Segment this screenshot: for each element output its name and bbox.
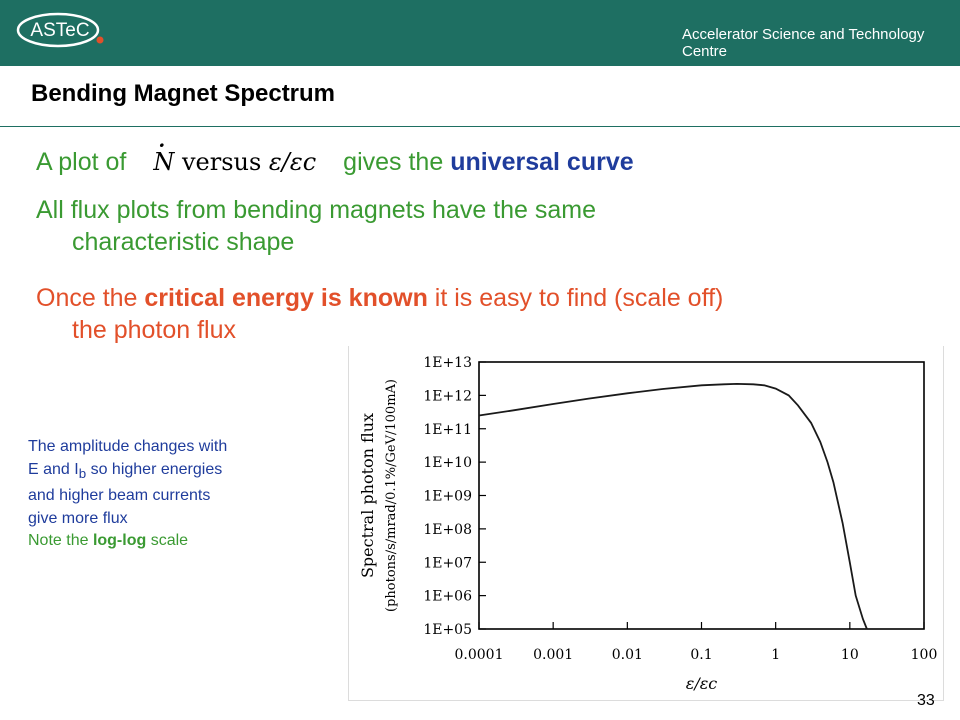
bullet3-emphasis: critical energy is known [144,284,428,312]
page-number: 33 [917,692,935,709]
slide-title: Bending Magnet Spectrum [31,80,336,107]
title-divider [0,126,960,127]
logo-dot [96,36,104,44]
flux-chart: 1E+05 1E+06 1E+07 1E+08 1E+09 1E+10 1E+11 1E+12… [348,346,944,701]
astec-logo: ASTeC [16,12,104,48]
y-axis-units-label: (photons/s/mrad/0.1%/GeV/100mA) [384,379,399,612]
n-dot-versus-ratio-formula: N versus ε/εc [153,146,316,178]
side-note-line3: and higher beam currents [28,487,211,505]
subscript-b: b [78,465,87,481]
y-tick-label: 1E+12 [423,388,472,404]
x-tick-label: 0.1 [690,647,712,663]
bullet1-post: gives the [343,148,444,176]
header-banner: ASTeC Accelerator Science and Technology… [0,0,960,66]
bullet3-line2: the photon flux [72,316,237,344]
x-tick-label: 0.001 [533,647,573,663]
y-tick-label: 1E+08 [423,522,472,538]
x-tick-label: 0.01 [612,647,643,663]
log-log-emphasis: log-log [92,532,147,550]
bullet1-emphasis: universal curve [450,148,634,176]
plot-area-frame [478,361,925,630]
bullet-characteristic-shape: All flux plots from bending magnets have… [36,194,916,258]
side-note: The amplitude changes with E and Ib so h… [28,436,348,553]
y-tick-label: 1E+10 [423,455,472,471]
bullet2-line2: characteristic shape [72,228,295,256]
x-axis-label: ε/εc [686,674,718,693]
x-tick-label: 1 [771,647,780,663]
side-note-line5: Note the log-log scale [28,532,189,550]
side-note-line4: give more flux [28,509,128,527]
bullet3-pre: Once the [36,284,138,312]
x-tick-label: 100 [911,647,938,663]
formula-versus: versus [181,148,262,176]
formula-n-dot: N [153,148,174,176]
side-note-line2: E and Ib so higher energies [28,460,223,481]
side-note-line1: The amplitude changes with [28,438,228,455]
bullet-critical-energy: Once the critical energy is known it is … [36,282,936,346]
y-tick-label: 1E+13 [423,355,472,371]
bullet-universal-curve: A plot of N versus ε/εc gives the univer… [36,146,634,178]
formula-ratio: ε/εc [268,148,317,176]
logo-text: ASTeC [30,20,89,41]
bullet1-pre: A plot of [36,148,127,176]
y-tick-label: 1E+06 [423,589,472,605]
x-tick-label: 10 [841,647,859,663]
y-tick-label: 1E+05 [423,622,472,638]
bullet2-line1: All flux plots from bending magnets have… [36,196,597,224]
y-axis-label: Spectral photon flux [358,413,377,578]
y-tick-label: 1E+07 [423,555,472,571]
bullet3-post: it is easy to find (scale off) [434,284,724,312]
y-tick-label: 1E+11 [423,422,472,438]
y-tick-label: 1E+09 [423,489,472,505]
flux-chart-svg: 1E+05 1E+06 1E+07 1E+08 1E+09 1E+10 1E+11 1E+12… [358,355,938,693]
flux-curve [478,382,868,630]
org-name: Accelerator Science and Technology Centr… [682,26,925,60]
x-tick-label: 0.0001 [455,647,504,663]
